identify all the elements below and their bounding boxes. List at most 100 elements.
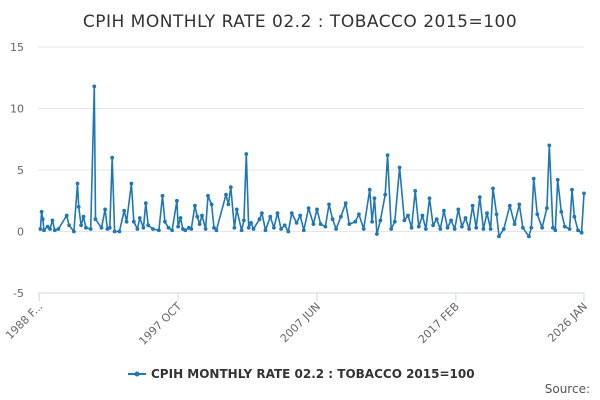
data-point[interactable] [228, 185, 233, 190]
data-point[interactable] [463, 216, 468, 220]
data-point[interactable] [79, 223, 83, 228]
data-point[interactable] [470, 203, 475, 208]
data-point[interactable] [494, 212, 499, 217]
data-point[interactable] [42, 228, 46, 233]
data-point[interactable] [251, 227, 256, 231]
data-point[interactable] [76, 205, 81, 209]
data-point[interactable] [268, 214, 273, 219]
data-point[interactable] [93, 217, 98, 222]
data-point[interactable] [193, 203, 197, 208]
data-point[interactable] [372, 196, 377, 201]
data-point[interactable] [370, 219, 374, 224]
data-point[interactable] [99, 225, 104, 230]
data-point[interactable] [409, 225, 414, 230]
data-point[interactable] [576, 228, 580, 233]
data-point[interactable] [263, 228, 268, 233]
data-point[interactable] [137, 216, 142, 220]
data-point[interactable] [275, 211, 280, 216]
data-point[interactable] [306, 206, 311, 211]
data-point[interactable] [272, 225, 276, 230]
data-point[interactable] [197, 222, 202, 227]
data-point[interactable] [467, 227, 471, 231]
data-point[interactable] [579, 230, 584, 235]
data-point[interactable] [203, 227, 208, 231]
data-point[interactable] [485, 211, 489, 216]
data-point[interactable] [553, 228, 558, 233]
data-point[interactable] [249, 221, 254, 225]
data-point[interactable] [246, 225, 251, 230]
data-point[interactable] [424, 227, 428, 231]
data-point[interactable] [129, 181, 134, 186]
data-point[interactable] [402, 218, 407, 223]
data-point[interactable] [460, 224, 464, 229]
data-point[interactable] [195, 214, 200, 219]
data-point[interactable] [343, 201, 348, 206]
data-point[interactable] [311, 222, 316, 227]
data-point[interactable] [50, 218, 55, 223]
data-point[interactable] [347, 222, 352, 227]
data-point[interactable] [531, 176, 536, 181]
data-point[interactable] [416, 224, 421, 229]
data-point[interactable] [226, 202, 231, 207]
data-point[interactable] [449, 218, 453, 223]
data-point[interactable] [512, 222, 517, 227]
data-point[interactable] [540, 225, 544, 230]
legend[interactable]: CPIH MONTHLY RATE 02.2 : TOBACCO 2015=10… [128, 367, 475, 381]
data-point[interactable] [260, 211, 264, 216]
data-point[interactable] [330, 217, 335, 222]
data-point[interactable] [517, 202, 522, 207]
data-point[interactable] [212, 225, 216, 230]
series-line[interactable] [38, 84, 586, 239]
data-point[interactable] [166, 225, 171, 230]
data-point[interactable] [242, 218, 246, 223]
data-point[interactable] [38, 227, 43, 231]
data-point[interactable] [200, 213, 204, 218]
data-point[interactable] [45, 224, 50, 229]
data-point[interactable] [110, 155, 115, 160]
data-point[interactable] [189, 227, 194, 231]
data-point[interactable] [163, 219, 167, 224]
data-point[interactable] [176, 224, 181, 229]
data-point[interactable] [434, 217, 439, 222]
data-point[interactable] [298, 213, 303, 218]
data-point[interactable] [570, 187, 574, 192]
data-point[interactable] [555, 177, 560, 182]
data-point[interactable] [527, 234, 531, 239]
data-point[interactable] [175, 198, 179, 203]
data-point[interactable] [477, 195, 482, 200]
data-point[interactable] [151, 227, 155, 231]
data-point[interactable] [375, 232, 379, 236]
data-point[interactable] [529, 225, 534, 230]
data-point[interactable] [445, 225, 450, 230]
data-point[interactable] [122, 208, 127, 213]
data-point[interactable] [279, 227, 283, 231]
data-point[interactable] [52, 228, 57, 233]
data-point[interactable] [431, 223, 435, 228]
data-point[interactable] [92, 84, 97, 89]
data-point[interactable] [244, 152, 249, 156]
data-point[interactable] [562, 224, 567, 229]
data-point[interactable] [81, 214, 86, 219]
data-point[interactable] [282, 223, 287, 228]
data-point[interactable] [323, 224, 328, 229]
data-point[interactable] [239, 228, 244, 233]
data-point[interactable] [385, 153, 390, 158]
data-point[interactable] [301, 228, 306, 233]
data-point[interactable] [206, 193, 210, 198]
data-point[interactable] [224, 192, 228, 197]
data-point[interactable] [582, 191, 586, 196]
data-point[interactable] [103, 207, 107, 212]
data-point[interactable] [327, 202, 331, 207]
data-point[interactable] [456, 207, 461, 212]
data-point[interactable] [143, 201, 148, 206]
data-point[interactable] [84, 225, 88, 230]
data-point[interactable] [315, 207, 319, 212]
data-point[interactable] [535, 212, 540, 217]
data-point[interactable] [559, 209, 564, 214]
data-point[interactable] [497, 234, 501, 239]
data-point[interactable] [48, 227, 52, 231]
data-point[interactable] [406, 213, 410, 218]
data-point[interactable] [107, 225, 112, 230]
data-point[interactable] [170, 228, 175, 233]
data-point[interactable] [183, 228, 188, 233]
